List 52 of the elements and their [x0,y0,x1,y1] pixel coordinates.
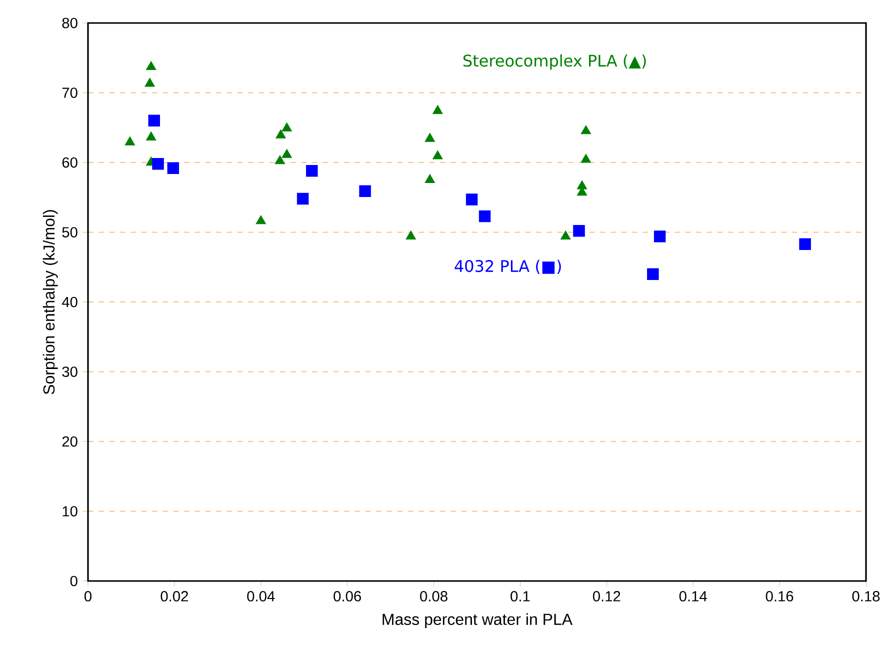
point [359,185,371,197]
x-tick-label: 0.1 [510,591,530,602]
point [406,230,416,240]
point [654,230,666,242]
x-tick-label: 0.12 [592,591,620,602]
point [560,230,571,240]
point [799,238,811,250]
point [432,150,443,160]
point [466,194,478,206]
point [296,192,309,205]
point [573,224,585,237]
point [306,165,318,177]
y-tick-label: 80 [62,18,78,28]
y-tick-label: 60 [62,157,78,168]
y-axis-title: Sorption enthalpy (kJ/mol) [42,210,58,394]
x-tick-label: 0.08 [420,591,448,602]
x-tick-label: 0.16 [766,591,794,602]
y-tick-label: 0 [70,576,78,586]
point [274,155,286,164]
y-tick-label: 20 [62,436,78,447]
point [424,174,436,184]
x-tick-label: 0.04 [247,591,275,602]
text: Stereocomplex PLA (▲) [463,54,646,70]
point [282,122,292,132]
y-tick-label: 70 [62,88,78,98]
point [580,125,592,134]
y-tick-label: 30 [62,366,78,377]
point [256,215,266,224]
point [580,154,592,163]
y-tick-label: 10 [62,506,78,516]
x-tick-label: 0 [84,591,92,602]
point [276,129,286,138]
point [647,268,659,280]
point [148,114,160,127]
point [124,136,136,146]
point [282,148,292,158]
point [144,78,155,87]
x-axis-title: Mass percent water in PLA [382,613,573,628]
x-tick-label: 0.18 [852,591,880,602]
point [167,162,180,174]
point [146,132,156,140]
x-tick-label: 0.14 [679,591,707,602]
point [146,61,156,70]
point [424,132,436,142]
y-tick-label: 40 [62,296,78,308]
point [478,210,491,222]
point [432,105,443,114]
x-tick-label: 0.02 [160,591,188,602]
series-label: 4032 PLA (■) [454,260,561,274]
y-tick-label: 50 [62,227,78,238]
x-tick-label: 0.06 [334,591,361,602]
point [152,158,164,170]
